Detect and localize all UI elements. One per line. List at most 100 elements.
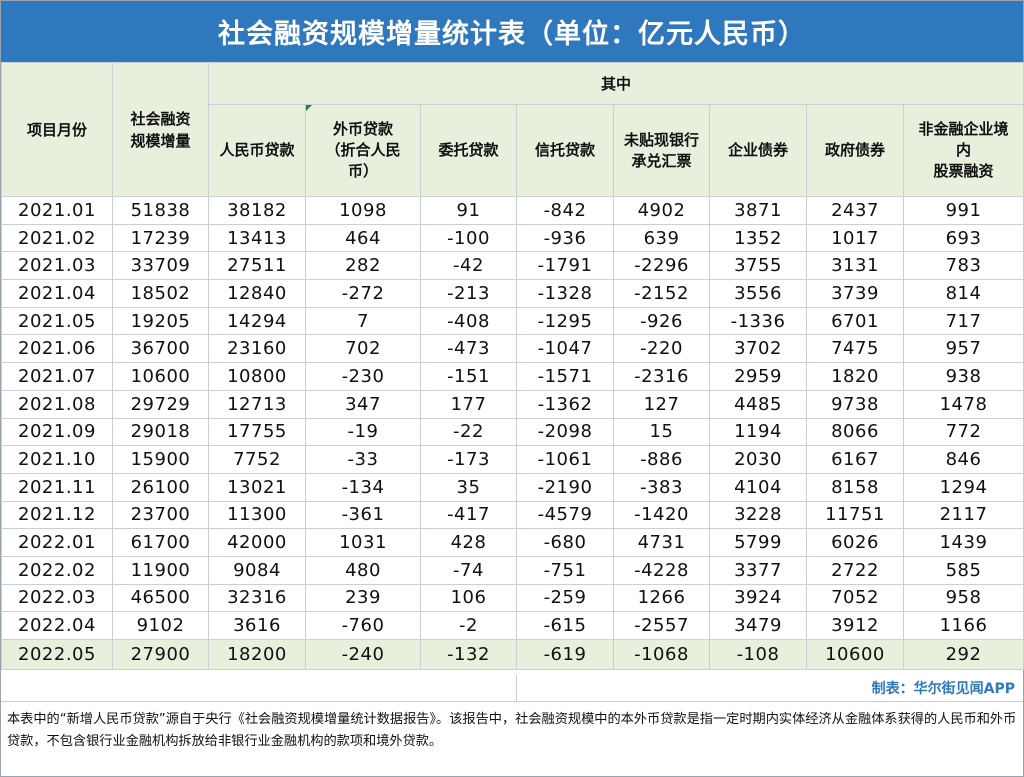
- value-cell: 3924: [709, 583, 807, 613]
- credit-row: 制表：华尔街见闻APP: [1, 675, 1023, 701]
- value-cell: 1166: [902, 611, 1024, 640]
- header-sub-line: 外币贷款: [332, 120, 393, 138]
- row-month-cell: 2021.07: [1, 362, 113, 391]
- value-cell: 7475: [806, 334, 904, 364]
- row-month-cell: 2021.11: [1, 472, 113, 502]
- value-cell: 6026: [806, 528, 904, 557]
- row-month-cell: 2021.08: [1, 389, 113, 419]
- value-cell: -259: [516, 583, 614, 613]
- value-cell: -4579: [516, 500, 614, 530]
- value-cell: -417: [420, 500, 517, 530]
- value-cell: 7052: [806, 583, 904, 613]
- value-cell: 4731: [613, 528, 710, 557]
- value-cell: -886: [613, 445, 710, 474]
- value-cell: 480: [305, 555, 421, 585]
- table-row: 2021.12 23700 11300 -361 -417 -4579 -1420 3228 1…: [1, 500, 1024, 530]
- value-cell: 35: [420, 472, 517, 502]
- value-cell: 19205: [112, 306, 209, 336]
- value-cell: -1362: [516, 389, 614, 419]
- header-total-line1: 社会融资: [130, 109, 191, 128]
- header-sub-line: 承兑汇票: [631, 151, 692, 170]
- value-cell: -1047: [516, 334, 614, 364]
- value-cell: 1266: [613, 583, 710, 613]
- row-month-cell: 2021.06: [1, 334, 113, 364]
- value-cell: -19: [305, 417, 421, 447]
- value-cell: 3912: [806, 611, 904, 640]
- value-cell: 1294: [902, 472, 1024, 502]
- table-row: 2021.09 29018 17755 -19 -22 -2098 15 1194 8066 77…: [1, 417, 1024, 447]
- value-cell: 106: [420, 583, 517, 613]
- value-cell: 4104: [709, 472, 807, 502]
- row-month-cell: 2021.03: [1, 251, 113, 281]
- value-cell: 2437: [806, 196, 904, 225]
- value-cell: 693: [902, 223, 1024, 253]
- value-cell: 42000: [208, 528, 306, 557]
- header-sub-7: 非金融企业境内股票融资: [902, 104, 1024, 197]
- table-row: 2021.11 26100 13021 -134 35 -2190 -383 4104 8158…: [1, 472, 1024, 502]
- value-cell: -230: [305, 362, 421, 391]
- value-cell: -473: [420, 334, 517, 364]
- table-row: 2022.03 46500 32316 239 106 -259 1266 3924 7052 9…: [1, 583, 1024, 613]
- value-cell: -22: [420, 417, 517, 447]
- value-cell: 23160: [208, 334, 306, 364]
- value-cell: 2959: [709, 362, 807, 391]
- value-cell: 29018: [112, 417, 209, 447]
- value-cell: -2098: [516, 417, 614, 447]
- value-cell: -74: [420, 555, 517, 585]
- value-cell: 26100: [112, 472, 209, 502]
- value-cell: 783: [902, 251, 1024, 281]
- value-cell: 464: [305, 223, 421, 253]
- value-cell: -1061: [516, 445, 614, 474]
- value-cell: 9102: [112, 611, 209, 640]
- header-sub-line: 企业债券: [727, 141, 788, 159]
- table-row: 2021.06 36700 23160 702 -473 -1047 -220 3702 747…: [1, 334, 1024, 364]
- value-cell: 27511: [208, 251, 306, 281]
- value-cell: 846: [902, 445, 1024, 474]
- value-cell: -619: [516, 639, 614, 670]
- value-cell: 1478: [902, 389, 1024, 419]
- value-cell: -2152: [613, 279, 710, 308]
- value-cell: 10600: [806, 639, 904, 670]
- value-cell: 3755: [709, 251, 807, 281]
- value-cell: 292: [902, 639, 1024, 670]
- value-cell: 2722: [806, 555, 904, 585]
- value-cell: 29729: [112, 389, 209, 419]
- value-cell: -383: [613, 472, 710, 502]
- header-sub-line: （折合人民: [325, 141, 401, 159]
- value-cell: 127: [613, 389, 710, 419]
- value-cell: -680: [516, 528, 614, 557]
- value-cell: -42: [420, 251, 517, 281]
- value-cell: -1571: [516, 362, 614, 391]
- header-sub-6: 政府债券: [806, 104, 904, 197]
- value-cell: 3479: [709, 611, 807, 640]
- value-cell: -1068: [613, 639, 710, 670]
- value-cell: -2296: [613, 251, 710, 281]
- value-cell: 11300: [208, 500, 306, 530]
- table-row: 2021.02 17239 13413 464 -100 -936 639 1352 1017 6…: [1, 223, 1024, 253]
- value-cell: -108: [709, 639, 807, 670]
- value-cell: 17755: [208, 417, 306, 447]
- value-cell: 10600: [112, 362, 209, 391]
- table-row: 2021.10 15900 7752 -33 -173 -1061 -886 2030 6167…: [1, 445, 1024, 474]
- value-cell: 11751: [806, 500, 904, 530]
- header-sub-0: 人民币贷款: [208, 104, 306, 197]
- header-sub-line: 人民币贷款: [219, 141, 295, 159]
- header-sub-line: 内: [956, 141, 972, 159]
- row-month-cell: 2022.05: [1, 639, 113, 670]
- value-cell: -842: [516, 196, 614, 225]
- value-cell: 15900: [112, 445, 209, 474]
- row-month-cell: 2021.01: [1, 196, 113, 225]
- statistics-table: 项目月份 社会融资 规模增量 其中 人民币贷款 外币贷款 （折合人民 币） 委托贷款 信托…: [1, 62, 1024, 670]
- header-sub-line: 币）: [347, 162, 378, 180]
- value-cell: 239: [305, 583, 421, 613]
- value-cell: 15: [613, 417, 710, 447]
- value-cell: -408: [420, 306, 517, 336]
- value-cell: 11900: [112, 555, 209, 585]
- credit-divider: [516, 675, 517, 701]
- value-cell: 3228: [709, 500, 807, 530]
- table-row: 2021.03 33709 27511 282 -42 -1791 -2296 3755 313…: [1, 251, 1024, 281]
- value-cell: 61700: [112, 528, 209, 557]
- value-cell: 13021: [208, 472, 306, 502]
- value-cell: -615: [516, 611, 614, 640]
- header-sub-line: 委托贷款: [438, 141, 499, 159]
